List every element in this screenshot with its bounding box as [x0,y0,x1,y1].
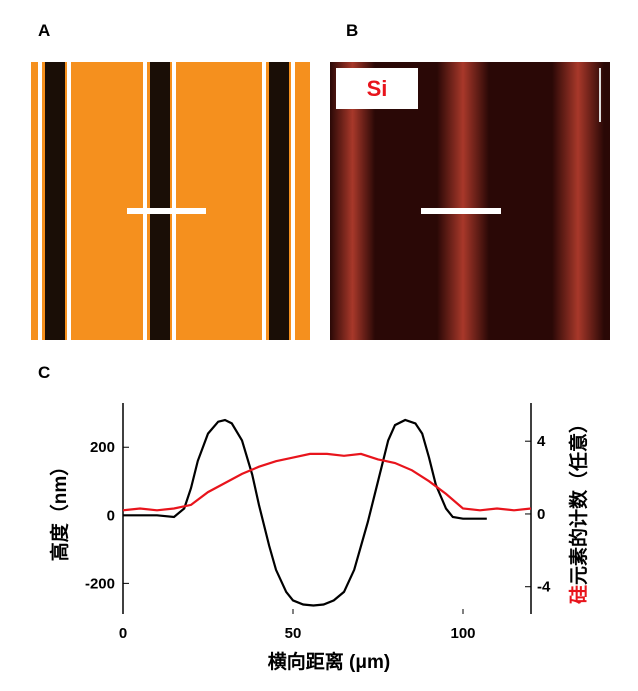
y2-axis-label-highlight: 硅 [568,585,590,604]
y2-axis-label: 硅元素的计数（任意） [567,414,590,604]
panel-label: C [38,363,50,382]
element-label: Si [367,76,388,101]
x-axis-label: 横向距离 (μm) [268,650,390,673]
series-line [123,418,487,607]
y2-tick-label: -4 [537,579,551,596]
x-tick-label: 100 [450,625,475,642]
panel-label: A [38,21,50,40]
y2-tick-label: 0 [537,506,545,523]
y-tick-label: -200 [85,575,115,592]
x-tick-label: 50 [285,625,302,642]
image-b: Si [330,62,610,340]
y-tick-label: 0 [107,507,115,524]
image-a [31,62,310,340]
y-axis-label: 高度（nm） [48,457,71,562]
panel-label: B [346,21,358,40]
series-line [122,452,532,512]
y-tick-label: 200 [90,439,115,456]
y2-axis-label-text: 元素的计数（任意） [567,414,590,585]
y2-tick-label: 4 [537,433,546,450]
chart: 横向距离 (μm) 高度（nm） 硅元素的计数（任意） 0 50 100 200 0 -2… [48,403,590,673]
x-tick-label: 0 [119,625,127,642]
